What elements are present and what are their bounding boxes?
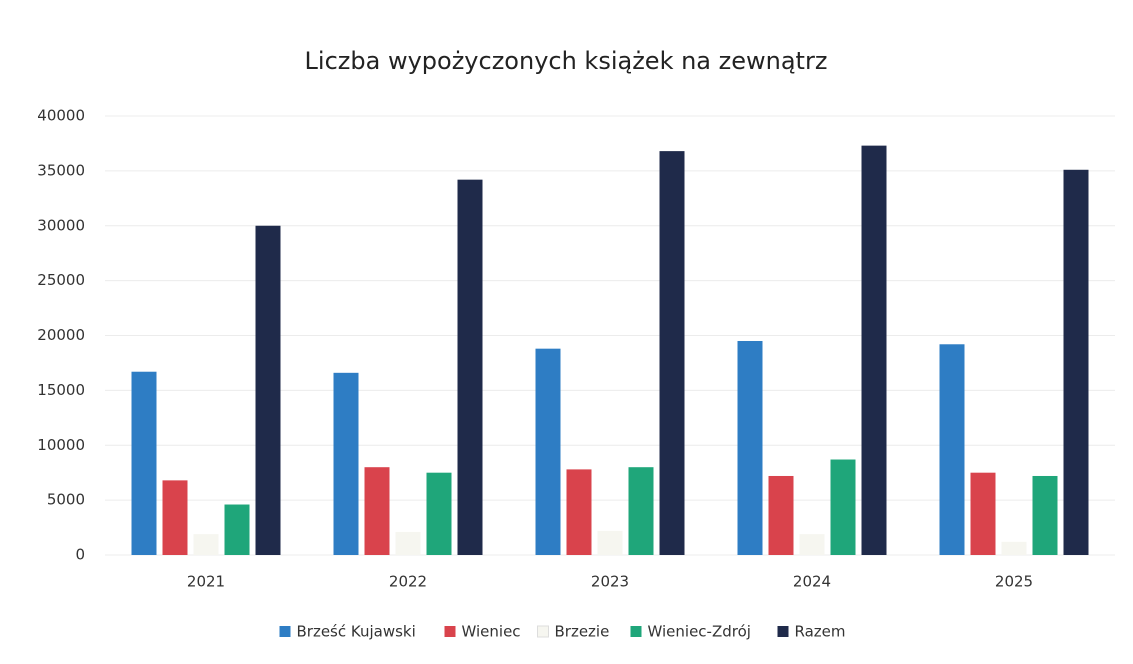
legend-label: Razem [795, 623, 846, 641]
legend-swatch [630, 626, 642, 637]
bar [799, 534, 825, 555]
bar [861, 145, 887, 555]
x-tick-label: 2024 [793, 573, 831, 591]
bar [1063, 169, 1089, 555]
legend-label: Wieniec [462, 623, 521, 641]
legend-swatch [537, 625, 549, 638]
y-tick-label: 30000 [37, 216, 85, 234]
y-tick-label: 25000 [37, 271, 85, 289]
bar [131, 371, 157, 555]
bar [970, 472, 996, 555]
bar [1032, 475, 1058, 555]
y-tick-label: 40000 [37, 107, 85, 125]
bar [597, 530, 623, 555]
bar [193, 534, 219, 555]
x-tick-label: 2022 [389, 573, 427, 591]
bar [768, 475, 794, 555]
bar [255, 225, 281, 555]
x-tick-label: 2021 [187, 573, 225, 591]
bar [224, 504, 250, 555]
bar [737, 340, 763, 555]
y-tick-label: 35000 [37, 161, 85, 179]
bar [628, 467, 654, 555]
bar [535, 348, 561, 555]
bar [659, 151, 685, 555]
legend-swatch [444, 626, 456, 637]
y-tick-label: 10000 [37, 436, 85, 454]
y-tick-label: 5000 [47, 491, 85, 509]
y-tick-label: 15000 [37, 381, 85, 399]
legend-label: Wieniec-Zdrój [648, 623, 751, 641]
bar [162, 480, 188, 555]
bar [1001, 541, 1027, 555]
bar [364, 467, 390, 555]
x-tick-label: 2025 [995, 573, 1033, 591]
y-tick-label: 20000 [37, 326, 85, 344]
bar [426, 472, 452, 555]
chart-title: Liczba wypożyczonych książek na zewnątrz [305, 47, 828, 75]
legend-swatch [279, 626, 291, 637]
legend-swatch [777, 626, 789, 637]
bar [830, 459, 856, 555]
bar [566, 469, 592, 555]
y-tick-label: 0 [75, 546, 85, 564]
bar [939, 344, 965, 555]
bar [457, 179, 483, 555]
x-tick-label: 2023 [591, 573, 629, 591]
legend-label: Brześć Kujawski [297, 623, 416, 641]
bar [333, 372, 359, 555]
bar [395, 531, 421, 555]
legend-label: Brzezie [555, 623, 610, 641]
